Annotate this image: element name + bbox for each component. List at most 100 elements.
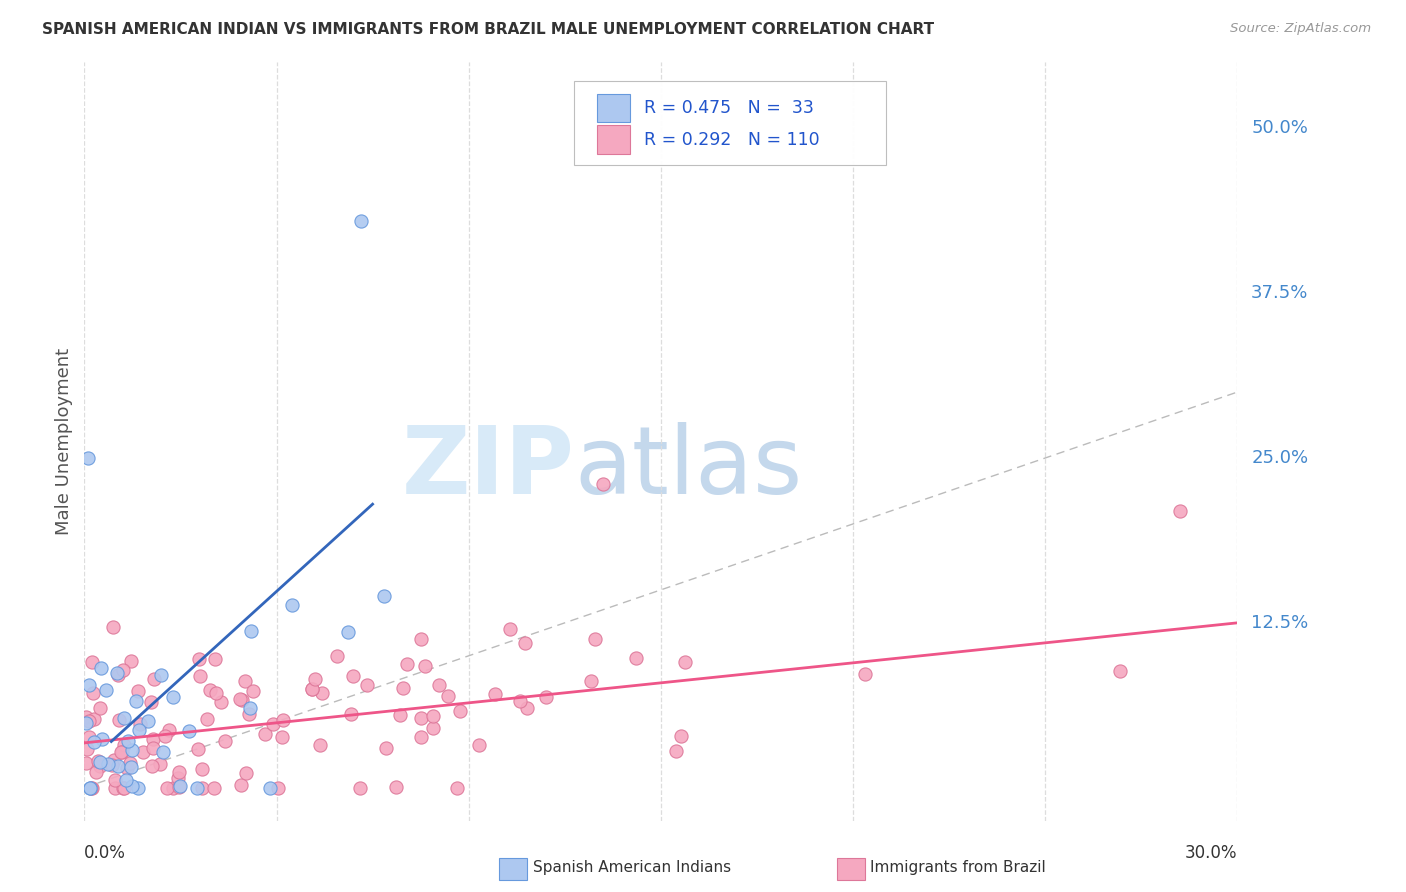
Point (509, 694, 531, 708)
Text: 50.0%: 50.0% (1251, 120, 1308, 137)
Point (388, 707, 411, 722)
Point (149, 668, 172, 682)
Point (89, 755, 111, 769)
Point (311, 686, 333, 700)
Point (592, 477, 614, 491)
Point (191, 780, 214, 795)
Point (83, 712, 105, 726)
Text: 12.5%: 12.5% (1251, 614, 1309, 632)
Point (239, 701, 262, 715)
Text: R = 0.292   N = 110: R = 0.292 N = 110 (644, 131, 820, 149)
Point (385, 780, 408, 794)
Point (411, 730, 433, 744)
Point (79, 714, 101, 728)
Point (121, 779, 143, 793)
Point (229, 691, 252, 706)
Point (89, 700, 111, 714)
Point (301, 682, 323, 697)
Point (79, 731, 101, 745)
FancyBboxPatch shape (598, 94, 630, 122)
Point (153, 729, 176, 743)
Point (103, 619, 125, 633)
Point (75, 756, 97, 771)
Point (124, 694, 146, 708)
Point (76, 741, 98, 756)
Point (427, 678, 450, 692)
Point (104, 773, 127, 788)
Point (498, 622, 520, 636)
Point (337, 625, 360, 640)
Point (120, 654, 142, 668)
Point (111, 745, 134, 759)
Point (136, 714, 159, 728)
Point (86, 764, 108, 779)
Point (107, 668, 129, 682)
Point (107, 759, 129, 773)
Point (79, 780, 101, 795)
Point (375, 740, 398, 755)
Point (516, 701, 538, 715)
Point (271, 731, 294, 745)
Point (309, 738, 332, 752)
Point (149, 756, 172, 771)
Point (112, 780, 135, 795)
Point (83, 735, 105, 749)
Point (104, 780, 127, 795)
Point (188, 669, 211, 683)
Point (166, 771, 188, 785)
Point (235, 765, 257, 780)
Point (115, 761, 138, 775)
FancyBboxPatch shape (598, 126, 630, 154)
Point (77, 677, 100, 691)
Point (187, 652, 209, 666)
Point (79, 780, 101, 795)
Point (111, 780, 134, 795)
Point (127, 684, 149, 698)
Point (142, 731, 165, 746)
Text: 37.5%: 37.5% (1251, 285, 1309, 302)
Point (141, 695, 163, 709)
Point (671, 729, 693, 743)
Point (413, 658, 436, 673)
Point (186, 780, 208, 795)
Point (94, 682, 117, 697)
Point (1109, 664, 1132, 678)
Point (110, 745, 132, 759)
Point (169, 779, 191, 793)
Point (446, 780, 468, 795)
Point (105, 665, 128, 680)
Text: Spanish American Indians: Spanish American Indians (533, 860, 731, 874)
Point (198, 683, 221, 698)
Point (340, 706, 363, 721)
Point (121, 743, 143, 757)
Point (468, 739, 491, 753)
Point (259, 780, 281, 795)
Text: Source: ZipAtlas.com: Source: ZipAtlas.com (1230, 22, 1371, 36)
Text: R = 0.475   N =  33: R = 0.475 N = 33 (644, 99, 814, 117)
Y-axis label: Male Unemployment: Male Unemployment (55, 348, 73, 535)
Point (127, 780, 149, 795)
Point (80, 655, 103, 669)
Point (97, 756, 120, 771)
Point (89, 759, 111, 773)
Point (197, 712, 219, 726)
Point (141, 759, 163, 773)
Point (156, 780, 179, 795)
Point (209, 695, 232, 709)
Point (675, 655, 697, 669)
Point (262, 717, 284, 731)
Point (204, 652, 226, 666)
Point (342, 669, 364, 683)
Point (162, 690, 184, 704)
Point (132, 745, 155, 759)
Point (349, 780, 371, 795)
Point (117, 733, 139, 747)
Point (142, 741, 165, 756)
Text: ZIP: ZIP (402, 422, 575, 514)
Point (159, 723, 181, 738)
Point (238, 707, 260, 722)
Point (152, 745, 174, 759)
Text: 0.0%: 0.0% (84, 845, 127, 863)
Point (391, 681, 413, 695)
Point (177, 723, 200, 738)
